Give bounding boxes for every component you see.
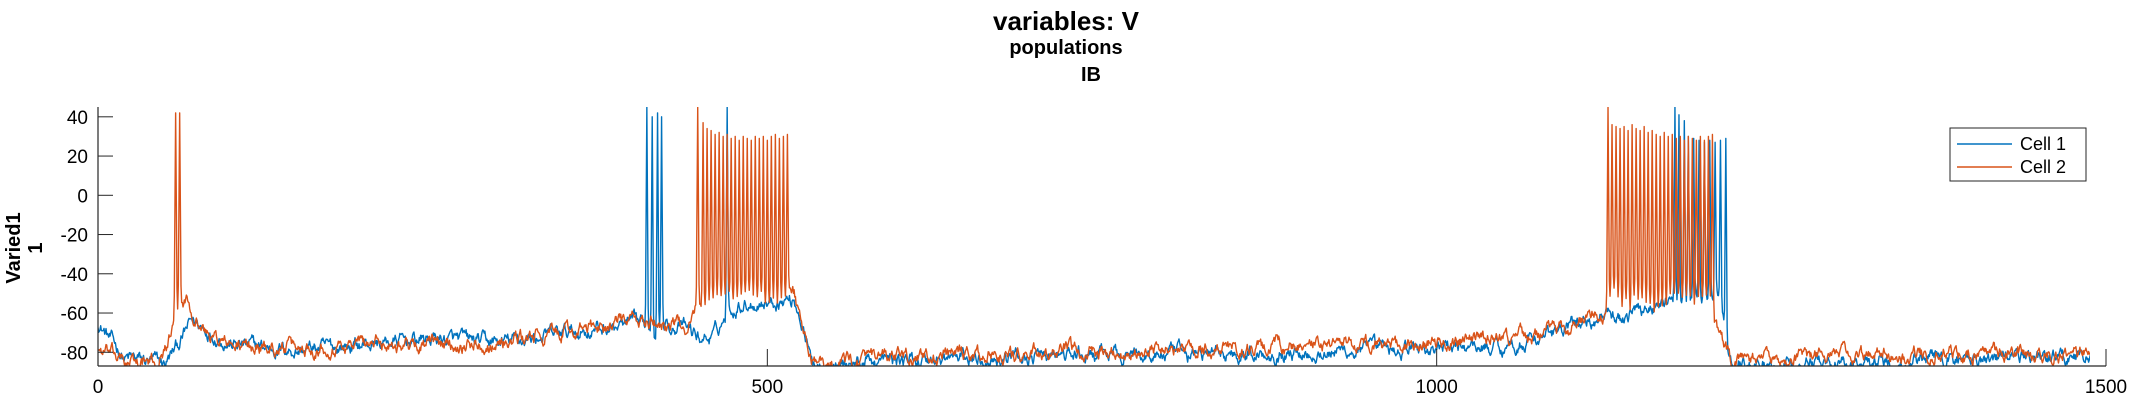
- legend-label-cell-2: Cell 2: [2020, 157, 2066, 177]
- x-tick-label: 0: [93, 377, 104, 398]
- chart-subtitle-line1: populations: [1009, 37, 1122, 59]
- y-tick-label: 0: [77, 186, 88, 207]
- x-tick-label: 1000: [1416, 377, 1458, 398]
- y-tick-label: 20: [67, 147, 88, 168]
- chart-title: variables: V: [993, 6, 1140, 36]
- y-tick-label: -80: [61, 343, 88, 364]
- legend: Cell 1 Cell 2: [1949, 127, 2087, 182]
- y-axis-title-line2: 1: [25, 242, 47, 253]
- x-ticks: 0 500 1000 1500: [93, 349, 2127, 398]
- series-layer: [98, 107, 2090, 366]
- series-line-cell-2: [98, 107, 2090, 366]
- chart-subtitle-line2: IB: [1081, 64, 1101, 86]
- y-tick-label: 40: [67, 108, 88, 129]
- series-line-cell-1: [98, 107, 2090, 366]
- x-tick-label: 1500: [2085, 377, 2127, 398]
- plot-frame: [97, 107, 2106, 367]
- x-tick-label: 500: [751, 377, 783, 398]
- y-axis-title: Varied1 1: [3, 212, 47, 283]
- y-tick-label: -20: [61, 226, 88, 247]
- y-ticks: 40 20 0 -20 -40 -60 -80: [61, 108, 113, 364]
- y-axis-title-line1: Varied1: [3, 212, 25, 283]
- legend-box: [1949, 127, 2087, 182]
- y-tick-label: -60: [61, 304, 88, 325]
- y-tick-label: -40: [61, 265, 88, 286]
- legend-label-cell-1: Cell 1: [2020, 134, 2066, 154]
